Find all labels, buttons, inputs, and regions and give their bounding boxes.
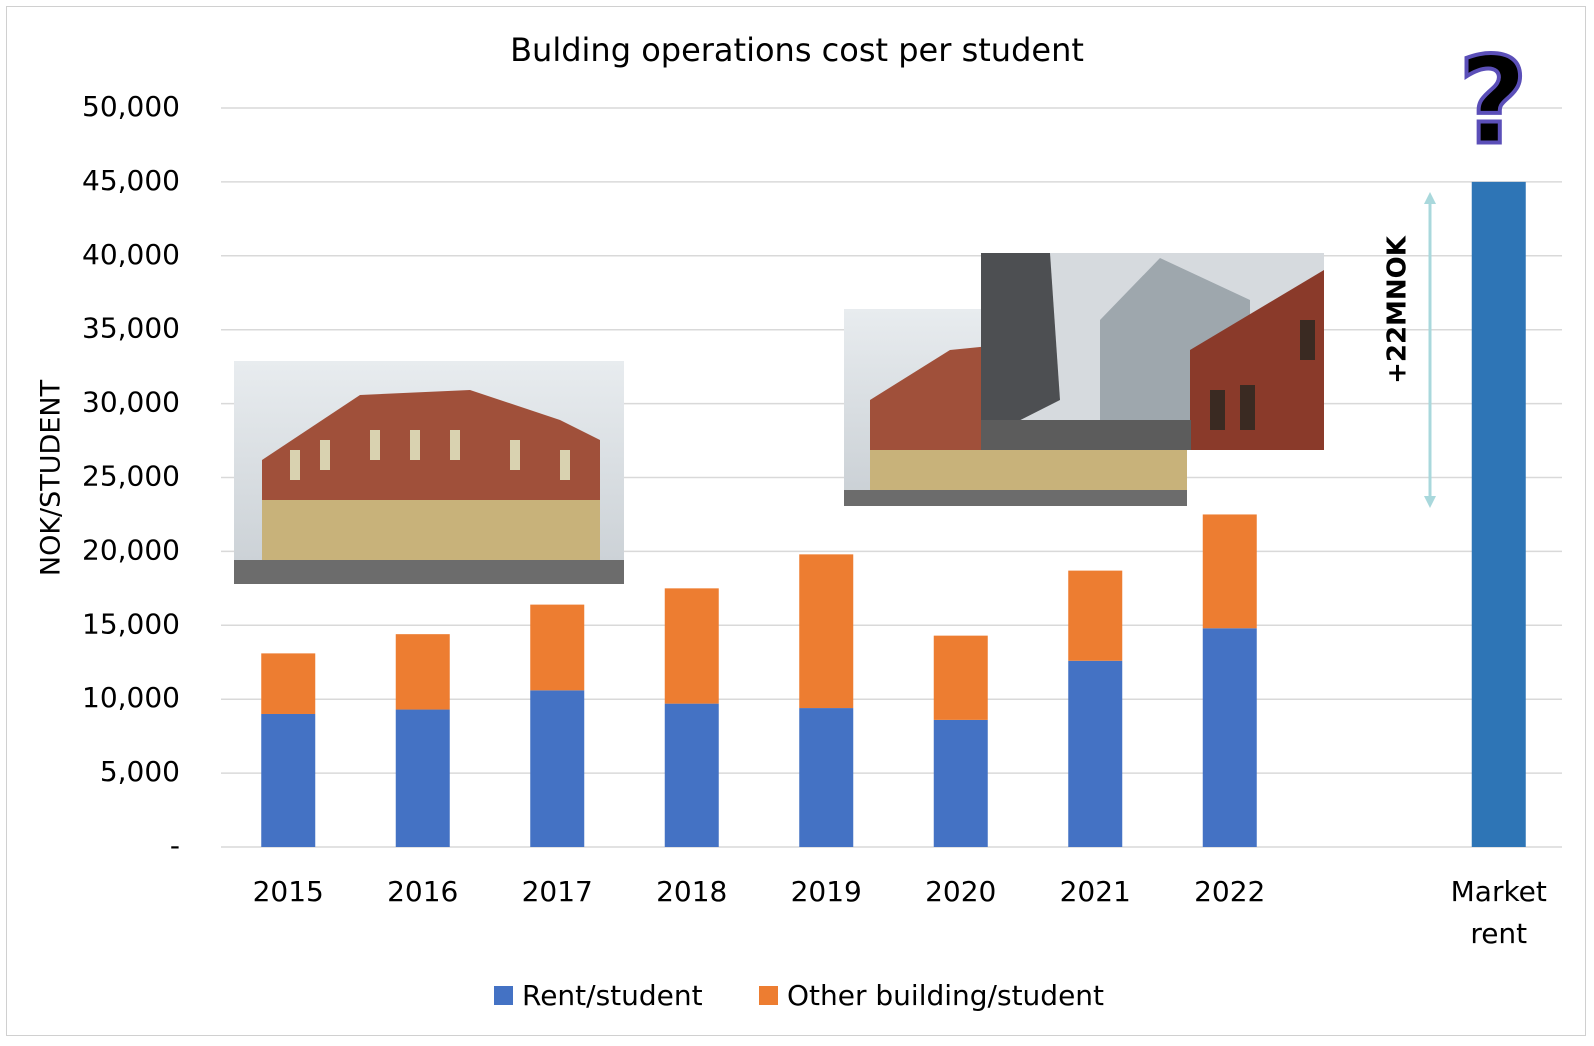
y-tick-label: 30,000 — [82, 386, 180, 419]
y-tick-label: 45,000 — [82, 164, 180, 197]
photo-old-building — [234, 361, 624, 584]
bar — [395, 634, 450, 710]
bar — [1068, 660, 1123, 847]
bar — [799, 708, 854, 847]
bar — [1068, 570, 1123, 661]
y-tick-label: 5,000 — [100, 755, 180, 788]
bar — [1471, 181, 1526, 847]
x-tick-label: 2022 — [1194, 875, 1266, 908]
legend-label: Rent/student — [522, 979, 703, 1012]
bar — [1202, 628, 1257, 847]
y-tick-label: 20,000 — [82, 533, 180, 566]
bar — [1202, 514, 1257, 629]
y-tick-label: 40,000 — [82, 238, 180, 271]
x-tick-label: 2021 — [1059, 875, 1131, 908]
x-tick-label: 2019 — [790, 875, 862, 908]
photo-new-building — [981, 253, 1324, 450]
bar — [933, 635, 988, 720]
x-tick-label: 2017 — [521, 875, 593, 908]
bar — [395, 709, 450, 847]
bar — [530, 604, 585, 691]
y-tick-label: 15,000 — [82, 607, 180, 640]
bar — [933, 719, 988, 847]
y-axis-label: NOK/STUDENT — [36, 379, 67, 576]
chart-title: Bulding operations cost per student — [510, 31, 1084, 69]
y-tick-label: 25,000 — [82, 460, 180, 493]
chart-frame — [6, 6, 1586, 1036]
y-tick-label: 35,000 — [82, 312, 180, 345]
y-tick-label: 10,000 — [82, 681, 180, 714]
x-tick-label: 2020 — [925, 875, 997, 908]
bar — [664, 588, 719, 704]
bar — [664, 703, 719, 847]
x-tick-label: 2018 — [656, 875, 728, 908]
x-tick-label: Market rent — [1450, 875, 1547, 950]
annotation: +22MNOK — [1383, 235, 1413, 384]
legend-swatch — [759, 986, 778, 1005]
bar — [530, 690, 585, 847]
legend-swatch — [494, 986, 513, 1005]
x-tick-label: 2016 — [387, 875, 459, 908]
bar — [799, 554, 854, 709]
legend-label: Other building/student — [787, 979, 1104, 1012]
y-tick-label: - — [170, 829, 180, 862]
bar — [261, 653, 316, 714]
x-tick-label: 2015 — [252, 875, 324, 908]
annotation-question: ? — [1458, 33, 1528, 172]
bar — [261, 713, 316, 847]
y-tick-label: 50,000 — [82, 90, 180, 123]
